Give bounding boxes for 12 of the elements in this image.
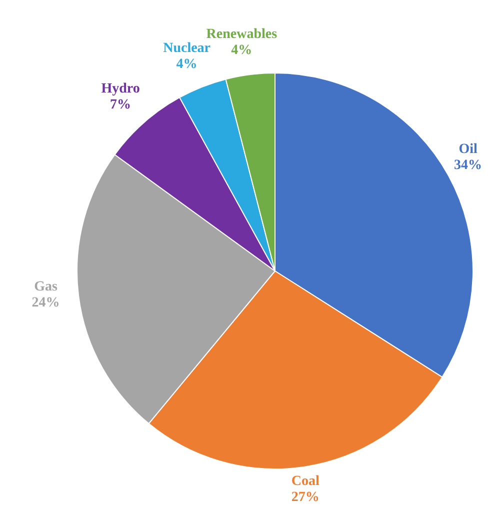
slice-label: Oil xyxy=(458,142,478,158)
slice-label: Renewables xyxy=(206,26,278,42)
slice-label: Coal xyxy=(291,474,320,490)
data-label: 24% xyxy=(32,295,60,310)
data-label: 34% xyxy=(454,158,482,174)
slice-label: Gas xyxy=(34,279,58,294)
data-label: 4% xyxy=(231,42,252,58)
slice-label: Hydro xyxy=(101,81,140,96)
data-label: 4% xyxy=(176,56,198,72)
slice-label: Nuclear xyxy=(163,40,211,56)
data-label: 27% xyxy=(291,490,320,506)
data-label: 7% xyxy=(110,97,132,112)
